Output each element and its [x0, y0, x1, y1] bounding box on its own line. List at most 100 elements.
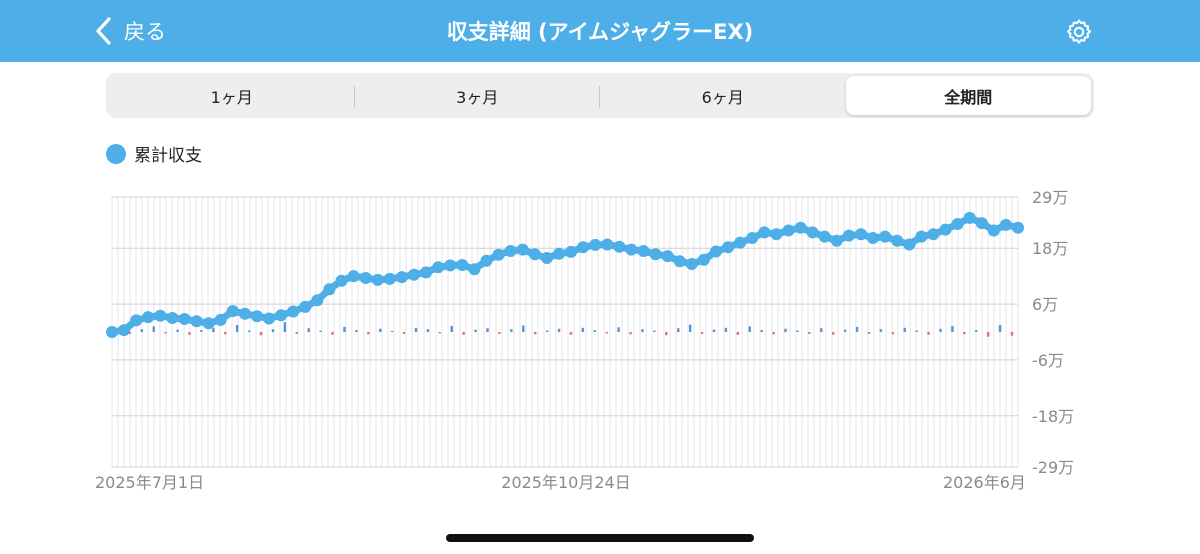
cumulative-point	[710, 245, 722, 258]
cumulative-point	[963, 211, 976, 224]
daily-bar	[939, 328, 942, 332]
daily-bar	[414, 327, 418, 332]
daily-bar	[724, 327, 728, 332]
daily-bar	[545, 330, 549, 332]
daily-bar	[593, 330, 596, 332]
daily-bar	[736, 332, 740, 335]
daily-bar	[998, 325, 1002, 332]
cumulative-point	[601, 238, 614, 251]
daily-bar	[331, 332, 334, 335]
daily-bar	[843, 329, 847, 332]
cumulative-point	[806, 226, 819, 239]
daily-bar	[879, 329, 883, 332]
cumulative-point	[226, 305, 239, 318]
cumulative-point	[565, 245, 577, 258]
cumulative-point	[915, 230, 928, 243]
daily-bar	[200, 330, 203, 332]
cumulative-point	[577, 241, 590, 254]
cumulative-point	[975, 217, 988, 230]
cumulative-point	[347, 270, 360, 283]
cumulative-point	[263, 312, 275, 325]
daily-bar	[665, 332, 668, 336]
cumulative-point	[613, 240, 626, 253]
cumulative-point	[299, 300, 312, 313]
cumulative-point	[130, 314, 143, 327]
daily-bar	[557, 328, 561, 332]
tab-6-months[interactable]: 6ヶ月	[701, 87, 744, 107]
y-tick-label: -18万	[1032, 407, 1074, 426]
daily-bar	[712, 329, 716, 332]
daily-bar	[438, 332, 442, 334]
period-selector: 1ヶ月 3ヶ月 6ヶ月 全期間	[106, 73, 1094, 118]
daily-bar	[128, 332, 132, 334]
daily-bar	[522, 325, 525, 332]
cumulative-point	[432, 261, 445, 274]
cumulative-point	[251, 310, 263, 323]
daily-bar	[653, 330, 656, 332]
cumulative-point	[734, 236, 747, 249]
daily-bar	[236, 325, 239, 332]
y-tick-label: -6万	[1032, 351, 1064, 370]
daily-bar	[832, 332, 835, 335]
daily-bar	[224, 332, 227, 335]
cumulative-point	[238, 307, 251, 320]
cumulative-point	[323, 283, 336, 296]
tab-1-month[interactable]: 1ヶ月	[109, 76, 355, 115]
daily-bar	[748, 326, 751, 332]
cumulative-point	[722, 241, 735, 254]
cumulative-point	[142, 311, 155, 324]
cumulative-point	[468, 263, 481, 276]
cumulative-point	[408, 268, 420, 281]
daily-bar	[152, 326, 155, 332]
daily-bar	[271, 329, 275, 332]
cumulative-point	[649, 248, 662, 261]
cumulative-point	[673, 255, 686, 268]
tab-3-months[interactable]: 3ヶ月	[355, 76, 601, 115]
cumulative-point	[359, 272, 372, 284]
cumulative-point	[782, 224, 795, 237]
cumulative-point	[999, 218, 1012, 231]
cumulative-point	[504, 245, 517, 257]
settings-button[interactable]	[1064, 17, 1094, 47]
cumulative-point	[106, 326, 118, 338]
daily-bar	[927, 332, 930, 335]
x-tick-label: 2025年10月24日	[501, 473, 630, 490]
daily-bar	[808, 332, 811, 334]
back-button[interactable]: 戻る	[94, 14, 166, 48]
cumulative-point	[830, 234, 843, 247]
daily-bar	[986, 332, 990, 337]
cumulative-point	[842, 229, 855, 242]
legend-marker	[106, 143, 126, 164]
daily-bar	[319, 330, 322, 332]
cumulative-point	[335, 274, 348, 287]
daily-bar	[617, 327, 620, 332]
cumulative-point	[1012, 221, 1024, 234]
cumulative-point	[685, 258, 698, 270]
daily-bar	[629, 332, 632, 335]
daily-bar	[247, 330, 251, 332]
daily-bar	[188, 332, 191, 335]
daily-bar	[903, 327, 906, 332]
y-tick-label: -29万	[1032, 458, 1074, 477]
cumulative-point	[528, 248, 541, 261]
cumulative-point	[746, 232, 759, 244]
cumulative-point	[589, 238, 602, 251]
daily-bar	[581, 327, 585, 332]
gear-icon	[1066, 19, 1092, 44]
tab-all-time[interactable]: 全期間	[845, 76, 1091, 115]
cumulative-point	[867, 232, 879, 244]
navigation-bar: 戻る 収支詳細 (アイムジャグラーEX)	[0, 0, 1200, 62]
home-indicator	[446, 534, 754, 542]
cumulative-point	[420, 266, 433, 279]
daily-bar	[283, 322, 287, 332]
daily-bar	[390, 331, 394, 333]
daily-bar	[259, 332, 263, 336]
cumulative-point	[480, 254, 493, 267]
cumulative-point	[927, 228, 940, 241]
daily-bar	[641, 329, 644, 332]
daily-bar	[295, 332, 298, 334]
daily-bar	[867, 332, 871, 334]
daily-bar	[343, 326, 346, 332]
daily-bar	[569, 332, 573, 335]
cumulative-point	[287, 305, 300, 318]
